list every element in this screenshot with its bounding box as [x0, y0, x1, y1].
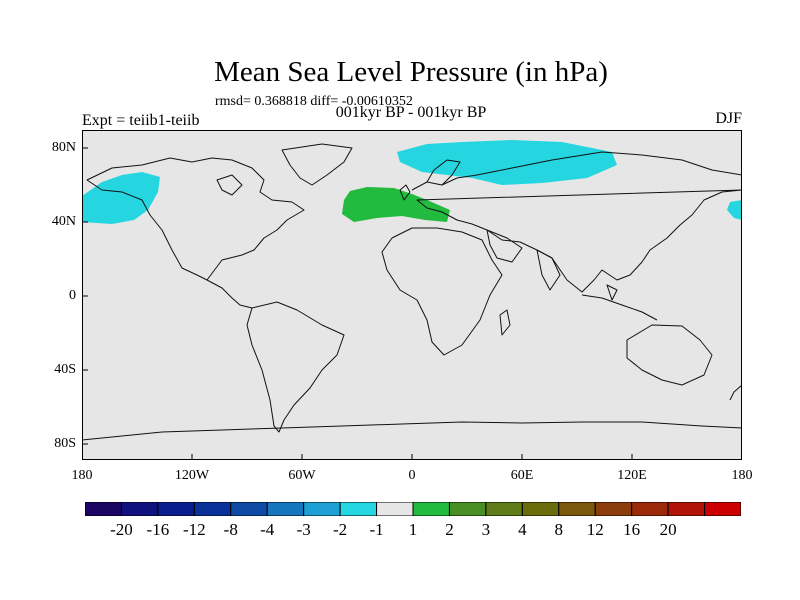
colorbar-swatch: [558, 502, 596, 516]
colorbar-swatch: [339, 502, 378, 516]
anomaly-europe: [342, 187, 450, 222]
lon-label-60w: 60W: [288, 468, 316, 483]
colorbar-label: -16: [146, 520, 170, 539]
colorbar-swatch: [230, 502, 268, 516]
colorbar-swatch: [85, 502, 122, 516]
coast-central-america: [206, 279, 253, 309]
colorbar-label: -12: [182, 520, 206, 539]
coast-eurasia: [411, 151, 742, 293]
map-background: [82, 130, 742, 460]
coast-north-america: [86, 157, 305, 281]
colorbar-label: 20: [659, 520, 677, 539]
lat-label-80n: 80N: [51, 140, 76, 155]
colorbar-label: -4: [260, 520, 275, 539]
lat-label-80s: 80S: [54, 436, 76, 451]
stats-text: rmsd= 0.368818 diff= -0.00610352: [215, 94, 413, 109]
coast-arabia: [486, 229, 523, 263]
coast-scandinavia: [426, 159, 461, 186]
coast-australia: [626, 324, 713, 386]
colorbar-label: -8: [223, 520, 238, 539]
colorbar-swatch: [448, 502, 487, 516]
lon-label-60e: 60E: [510, 468, 534, 483]
colorbar-label: 8: [554, 520, 564, 539]
colorbar-swatch: [157, 502, 195, 516]
coast-british-isles: [399, 184, 411, 201]
colorbar-label: 4: [518, 520, 527, 539]
lat-label-40s: 40S: [54, 362, 76, 377]
coast-south-america: [246, 301, 345, 433]
world-map: [82, 130, 742, 460]
chart-title: Mean Sea Level Pressure (in hPa): [214, 56, 608, 88]
colorbar-label: 2: [445, 520, 454, 539]
chart-subtitle: 001kyr BP - 001kyr BP: [335, 104, 487, 121]
colorbar-label: 1: [408, 520, 418, 539]
experiment-label: Expt = teiib1-teiib: [82, 112, 200, 129]
lon-label-180e: 180: [731, 468, 753, 483]
colorbar-swatch: [303, 502, 341, 516]
coastlines: [82, 143, 742, 441]
anomaly-pacific-east: [727, 200, 742, 220]
colorbar-swatch: [376, 502, 414, 516]
colorbar-label: -3: [296, 520, 311, 539]
coast-madagascar: [499, 309, 511, 336]
coast-africa: [381, 227, 503, 356]
colorbar-label: 16: [623, 520, 641, 539]
coast-greenland: [281, 143, 353, 186]
colorbar-swatch: [193, 502, 232, 516]
colorbar-label: 3: [481, 520, 491, 539]
season-label: DJF: [715, 110, 742, 127]
colorbar-swatch: [667, 502, 706, 516]
coast-southeast-asia: [581, 284, 658, 321]
colorbar-swatch: [412, 502, 450, 516]
lon-label-120w: 120W: [174, 468, 210, 483]
coast-hudson-bay: [216, 174, 243, 196]
colorbar-label: 12: [586, 520, 604, 539]
colorbar-label: -2: [333, 520, 348, 539]
colorbar-swatch: [521, 502, 560, 516]
colorbar: [85, 502, 741, 516]
colorbar-label: -1: [369, 520, 384, 539]
lon-label-0: 0: [408, 468, 416, 483]
coast-india: [536, 249, 561, 291]
colorbar-swatch: [120, 502, 159, 516]
lat-label-40n: 40N: [51, 214, 76, 229]
colorbar-swatch: [266, 502, 305, 516]
coast-new-zealand: [729, 384, 742, 401]
colorbar-swatch: [704, 502, 741, 516]
map-ticks: [82, 147, 633, 460]
colorbar-swatch: [594, 502, 633, 516]
lon-label-180w: 180: [71, 468, 93, 483]
anomaly-north-pacific: [82, 172, 160, 224]
anomaly-arctic: [397, 140, 617, 185]
lat-label-0: 0: [69, 288, 76, 303]
colorbar-swatch: [631, 502, 669, 516]
lon-label-120e: 120E: [617, 468, 647, 483]
coast-antarctica: [82, 421, 742, 441]
colorbar-swatch: [485, 502, 523, 516]
colorbar-label: -20: [110, 520, 133, 539]
